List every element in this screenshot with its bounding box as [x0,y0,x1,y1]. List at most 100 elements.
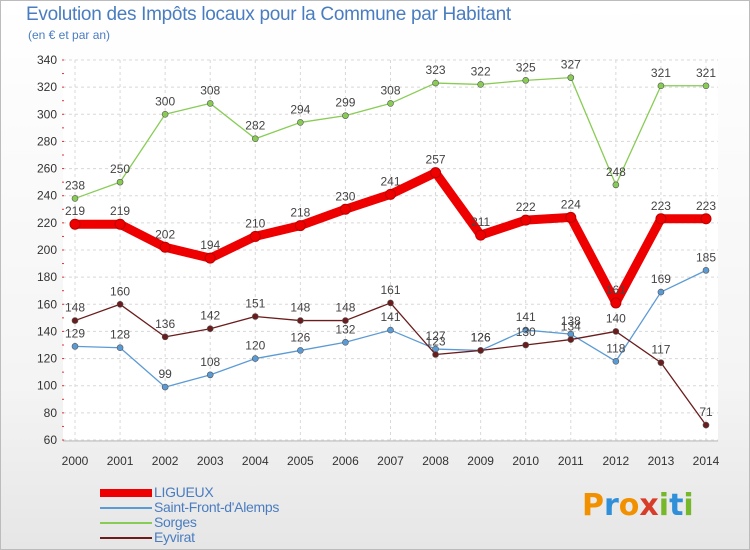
data-label: 321 [651,66,671,80]
data-label: 140 [606,311,626,325]
data-label: 300 [155,94,175,108]
data-point [432,351,439,358]
data-point [612,357,620,365]
data-label: 128 [110,328,130,342]
y-tick-label: 100 [37,379,57,393]
data-label: 211 [471,215,490,229]
data-label: 161 [380,283,400,297]
chart-subtitle: (en € et par an) [28,28,111,42]
data-point [567,336,575,343]
legend-swatch [100,537,152,539]
data-point [339,203,351,215]
data-point [477,81,484,88]
data-label: 219 [65,204,85,218]
data-label: 136 [155,317,175,331]
data-point [657,359,665,366]
data-label: 134 [561,320,581,334]
data-label: 224 [561,197,581,211]
data-label: 238 [65,178,85,192]
data-point [522,77,530,84]
chart-title: Evolution des Impôts locaux pour la Comm… [26,4,511,25]
data-point [385,188,396,200]
data-label: 322 [471,64,491,78]
legend-label: Eyvirat [154,529,195,545]
data-point [702,267,710,274]
data-point [251,355,259,362]
x-tick-label: 2010 [512,454,539,468]
data-point [159,241,171,253]
y-tick-label: 120 [37,352,57,366]
data-label: 148 [335,301,355,315]
data-label: 118 [606,341,625,355]
y-tick-label: 160 [37,297,57,311]
y-tick-label: 320 [37,80,57,94]
data-point [342,317,349,324]
data-point [565,211,577,223]
data-point [475,229,487,241]
data-point [116,300,124,308]
data-label: 308 [380,83,400,97]
data-point [71,317,79,324]
y-tick-label: 60 [44,433,58,447]
data-point [206,325,214,333]
data-label: 161 [606,283,626,297]
data-label: 222 [516,200,536,214]
data-point [116,344,124,352]
y-tick-label: 340 [37,53,57,67]
y-tick-label: 300 [37,107,57,121]
data-point [161,383,169,391]
data-label: 71 [699,405,713,419]
data-point [387,299,394,307]
data-label: 126 [471,330,491,344]
data-label: 99 [158,367,172,381]
y-tick-label: 260 [37,162,57,176]
logo-letter: i [683,488,694,523]
data-point [387,100,394,107]
data-point [206,371,214,379]
data-label: 299 [335,96,355,110]
logo-letter: x [639,488,659,523]
legend-item: Eyvirat [100,529,420,545]
data-label: 132 [335,322,355,336]
data-label: 241 [380,174,400,188]
legend-swatch [100,489,152,497]
data-label: 223 [651,199,671,213]
data-label: 250 [110,162,130,176]
data-point [657,82,665,90]
x-tick-label: 2003 [197,454,224,468]
legend-swatch [100,522,152,524]
data-label: 130 [516,325,536,339]
data-label: 148 [65,301,85,315]
data-label: 230 [335,189,355,203]
data-point [206,100,214,107]
data-point [342,112,349,119]
data-label: 325 [516,60,536,74]
data-label: 218 [290,206,310,220]
legend-item: Sorges [100,514,420,530]
data-point [114,218,126,230]
data-point [432,79,439,87]
data-point [342,338,349,346]
y-tick-label: 200 [37,243,57,257]
data-point [657,288,665,296]
y-tick-label: 220 [37,216,57,230]
data-point [612,181,620,189]
legend-label: Saint-Front-d'Alemps [154,499,280,515]
y-tick-label: 80 [44,406,58,420]
x-tick-label: 2004 [242,454,269,468]
x-tick-label: 2009 [467,454,494,468]
data-point [294,220,306,232]
data-point [655,213,667,225]
data-label: 160 [110,284,130,298]
data-point [702,421,710,429]
legend-item: LIGUEUX [100,484,420,500]
data-label: 308 [200,83,220,97]
data-label: 129 [65,326,85,340]
y-tick-label: 280 [37,134,57,148]
data-label: 169 [651,272,671,286]
y-tick-label: 240 [37,189,57,203]
data-point [297,317,304,324]
legend-label: Sorges [154,514,197,530]
data-label: 194 [200,238,220,252]
